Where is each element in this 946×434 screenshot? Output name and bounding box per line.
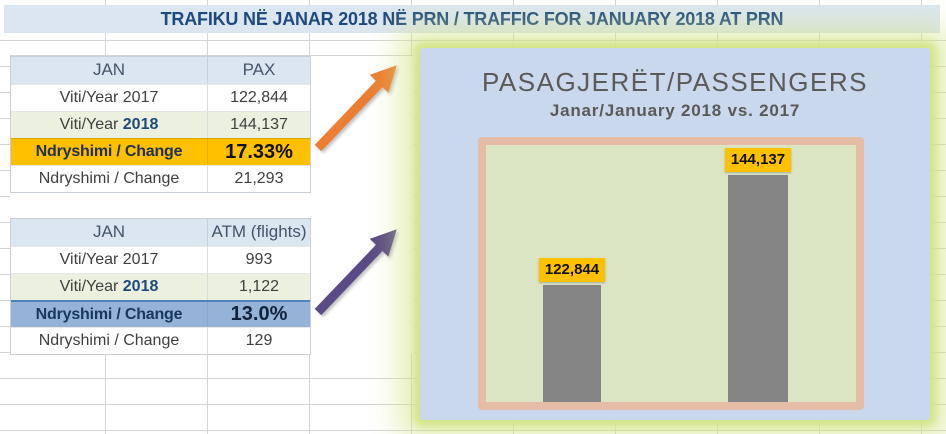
bar-2018-data-label: 144,137 (725, 148, 791, 173)
pax-header-metric-cell[interactable]: PAX (242, 60, 276, 79)
pax-2018-label-cell[interactable]: Viti/Year 2018 (11, 112, 208, 138)
atm-row-2018: Viti/Year 2018 1,122 (11, 273, 310, 300)
pax-change-abs-value-cell[interactable]: 21,293 (234, 170, 284, 187)
report-title-cell[interactable]: TRAFIKU NË JANAR 2018 NË PRN / TRAFFIC F… (4, 5, 940, 33)
bar-2018 (728, 175, 788, 402)
year-label-year: 2018 (122, 278, 159, 295)
atm-table: JAN ATM (flights) Viti/Year 2017 993 Vit… (10, 218, 311, 355)
report-title: TRAFIKU NË JANAR 2018 NË PRN / TRAFFIC F… (160, 8, 784, 29)
bar-2017-data-label: 122,844 (539, 257, 605, 282)
atm-2018-label-cell[interactable]: Viti/Year 2018 (11, 274, 208, 300)
pax-2018-value-cell[interactable]: 144,137 (230, 116, 288, 133)
chart-plot-inner: 122,844 144,137 (486, 145, 856, 402)
orange-growth-arrow-icon[interactable] (308, 58, 408, 158)
chart-plot-area: 122,844 144,137 (478, 137, 864, 410)
year-label-year: 2017 (122, 251, 159, 268)
pax-change-percent-cell[interactable]: 17.33% (225, 141, 293, 163)
atm-change-percent-row: Ndryshimi / Change 13.0% (11, 300, 310, 327)
bar-2017 (543, 284, 601, 402)
chart-subtitle: Janar/January 2018 vs. 2017 (549, 101, 801, 120)
pax-change-percent-row: Ndryshimi / Change 17.33% (11, 138, 310, 165)
year-label-year: 2018 (122, 116, 159, 133)
pax-change-abs-label-cell[interactable]: Ndryshimi / Change (11, 166, 208, 192)
pax-row-2017: Viti/Year 2017 122,844 (11, 84, 310, 111)
year-label-prefix: Viti/Year (59, 89, 123, 106)
atm-change-label-cell[interactable]: Ndryshimi / Change (11, 302, 208, 327)
year-label-prefix: Viti/Year (59, 251, 123, 268)
atm-2018-value-cell[interactable]: 1,122 (238, 278, 280, 295)
atm-table-header-row: JAN ATM (flights) (11, 219, 310, 246)
year-label-prefix: Viti/Year (59, 278, 123, 295)
atm-change-abs-value-cell[interactable]: 129 (245, 332, 273, 349)
atm-header-metric-cell[interactable]: ATM (flights) (211, 222, 307, 241)
atm-change-absolute-row: Ndryshimi / Change 129 (11, 327, 310, 354)
atm-2017-label-cell[interactable]: Viti/Year 2017 (11, 247, 208, 273)
year-label-year: 2017 (122, 89, 159, 106)
atm-change-abs-label-cell[interactable]: Ndryshimi / Change (11, 328, 208, 354)
chart-title: PASAGJERËT/PASSENGERS (482, 67, 868, 97)
pax-change-absolute-row: Ndryshimi / Change 21,293 (11, 165, 310, 192)
year-label-prefix: Viti/Year (59, 116, 123, 133)
pax-2017-label-cell[interactable]: Viti/Year 2017 (11, 85, 208, 111)
pax-row-2018: Viti/Year 2018 144,137 (11, 111, 310, 138)
pax-table-header-row: JAN PAX (11, 57, 310, 84)
pax-change-label-cell[interactable]: Ndryshimi / Change (11, 139, 208, 165)
atm-header-period-cell[interactable]: JAN (11, 219, 208, 246)
pax-header-period-cell[interactable]: JAN (11, 57, 208, 84)
atm-2017-value-cell[interactable]: 993 (245, 251, 273, 268)
pax-2017-value-cell[interactable]: 122,844 (230, 89, 288, 106)
purple-growth-arrow-icon[interactable] (308, 222, 408, 322)
passengers-bar-chart[interactable]: PASAGJERËT/PASSENGERS Janar/January 2018… (420, 48, 930, 420)
atm-change-percent-cell[interactable]: 13.0% (230, 303, 288, 325)
atm-row-2017: Viti/Year 2017 993 (11, 246, 310, 273)
pax-table: JAN PAX Viti/Year 2017 122,844 Viti/Year… (10, 56, 311, 193)
